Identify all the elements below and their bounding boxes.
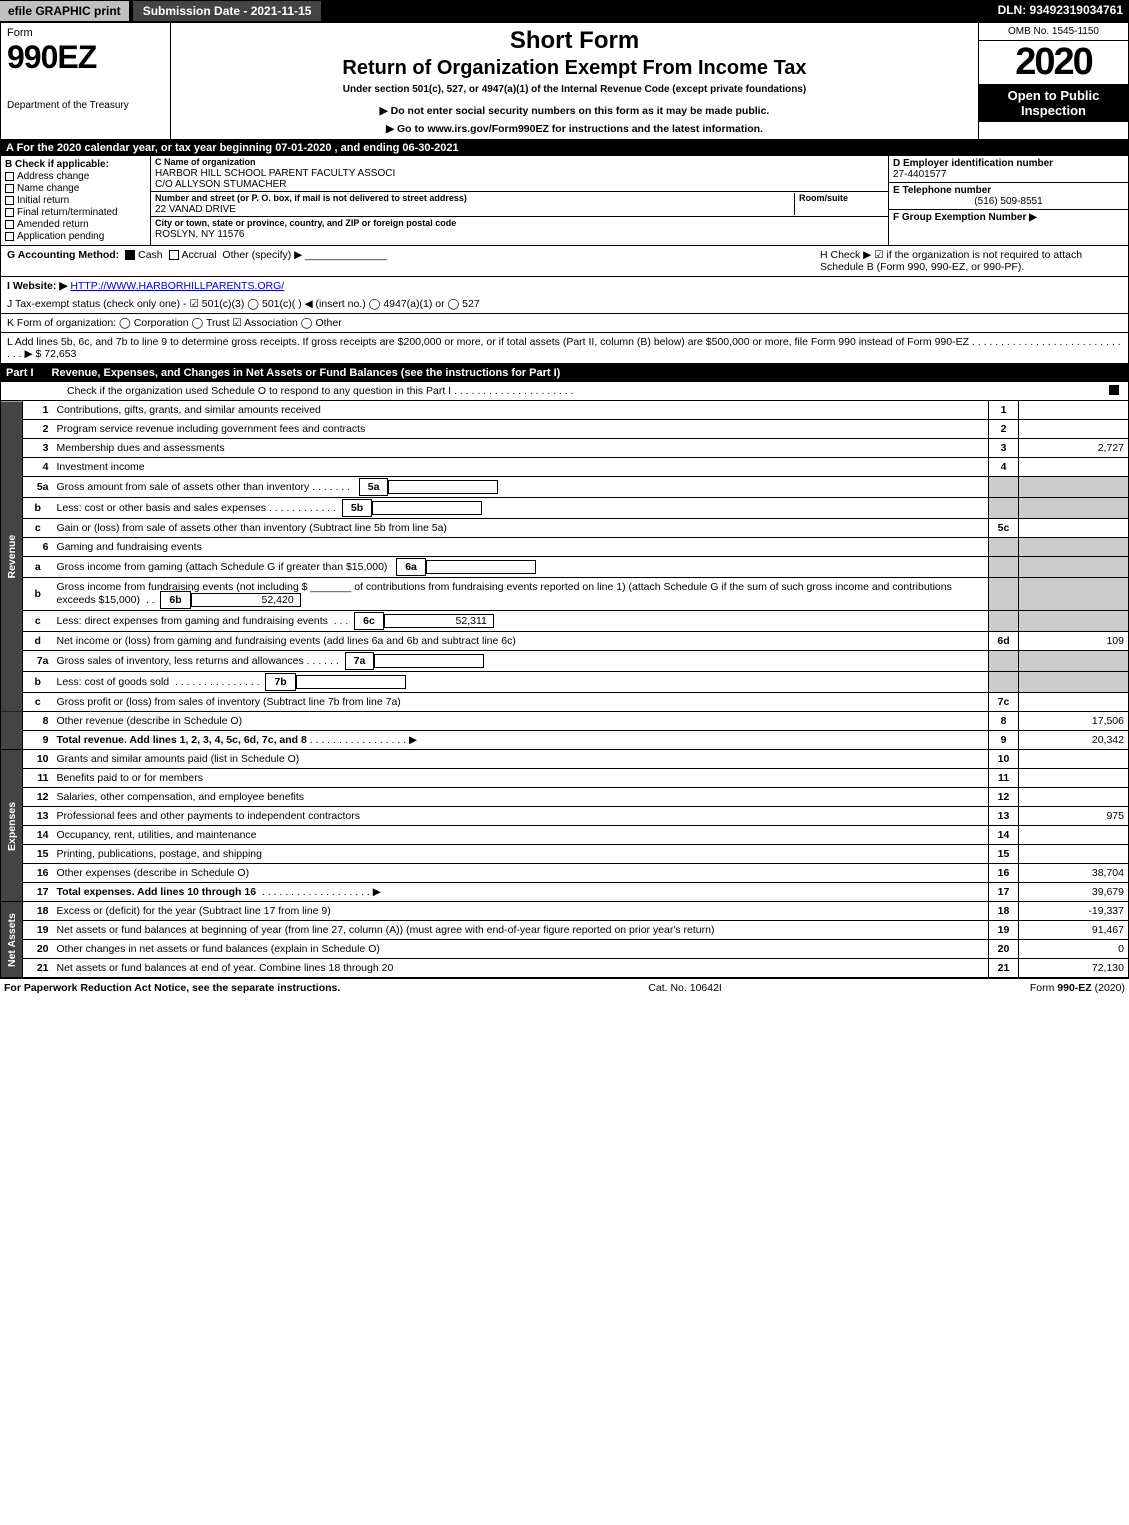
- open-to-public: Open to Public Inspection: [979, 84, 1128, 122]
- g-label: G Accounting Method:: [7, 249, 119, 261]
- row-5a: 5a Gross amount from sale of assets othe…: [1, 477, 1129, 498]
- efile-print-button[interactable]: efile GRAPHIC print: [0, 1, 129, 21]
- row-6: 6Gaming and fundraising events: [1, 538, 1129, 557]
- box-d-e-f: D Employer identification number 27-4401…: [888, 156, 1128, 245]
- c-street-label: Number and street (or P. O. box, if mail…: [155, 193, 467, 203]
- part-i-subtitle: Check if the organization used Schedule …: [7, 385, 574, 397]
- d-ein-value: 27-4401577: [893, 169, 946, 180]
- form-word: Form: [7, 27, 164, 39]
- line-l: L Add lines 5b, 6c, and 7b to line 9 to …: [0, 333, 1129, 364]
- box-b-title: B Check if applicable:: [5, 159, 146, 170]
- form-ref: Form 990-EZ (2020): [1030, 982, 1125, 994]
- go-to-link[interactable]: ▶ Go to www.irs.gov/Form990EZ for instru…: [181, 123, 968, 135]
- row-7c: cGross profit or (loss) from sales of in…: [1, 693, 1129, 712]
- row-2: 2Program service revenue including gover…: [1, 420, 1129, 439]
- chk-address-change[interactable]: Address change: [5, 171, 146, 182]
- i-label: I Website: ▶: [7, 280, 67, 292]
- return-title: Return of Organization Exempt From Incom…: [181, 57, 968, 80]
- line-j: J Tax-exempt status (check only one) - ☑…: [0, 295, 1129, 314]
- row-13: 13Professional fees and other payments t…: [1, 807, 1129, 826]
- footer: For Paperwork Reduction Act Notice, see …: [0, 978, 1129, 997]
- do-not-enter: ▶ Do not enter social security numbers o…: [181, 105, 968, 117]
- part-i-table: Revenue 1 Contributions, gifts, grants, …: [0, 401, 1129, 978]
- short-form-title: Short Form: [181, 27, 968, 55]
- topbar: efile GRAPHIC print Submission Date - 20…: [0, 0, 1129, 22]
- submission-date-badge: Submission Date - 2021-11-15: [133, 1, 322, 21]
- row-5b: b Less: cost or other basis and sales ex…: [1, 498, 1129, 519]
- line-h: H Check ▶ ☑ if the organization is not r…: [812, 249, 1122, 273]
- g-cash: Cash: [138, 249, 163, 261]
- part-i-label: Part I: [6, 367, 42, 379]
- row-18: Net Assets 18Excess or (deficit) for the…: [1, 902, 1129, 921]
- line-a-tax-year: A For the 2020 calendar year, or tax yea…: [0, 140, 1129, 156]
- org-city: ROSLYN, NY 11576: [155, 229, 245, 240]
- g-accrual-check[interactable]: [169, 250, 179, 260]
- f-group-label: F Group Exemption Number ▶: [893, 212, 1037, 223]
- cat-no: Cat. No. 10642I: [648, 982, 722, 994]
- e-phone-label: E Telephone number: [893, 185, 991, 196]
- dln-label: DLN: 93492319034761: [992, 0, 1129, 22]
- row-20: 20Other changes in net assets or fund ba…: [1, 940, 1129, 959]
- row-6a: a Gross income from gaming (attach Sched…: [1, 557, 1129, 578]
- dept-treasury: Department of the Treasury: [7, 100, 164, 111]
- row-4: 4Investment income 4: [1, 458, 1129, 477]
- part-i-header: Part I Revenue, Expenses, and Changes in…: [0, 364, 1129, 382]
- netassets-sidetab: Net Assets: [1, 902, 23, 978]
- org-name: HARBOR HILL SCHOOL PARENT FACULTY ASSOCI: [155, 168, 395, 179]
- paperwork-notice: For Paperwork Reduction Act Notice, see …: [4, 982, 340, 994]
- org-street: 22 VANAD DRIVE: [155, 204, 236, 215]
- row-14: 14Occupancy, rent, utilities, and mainte…: [1, 826, 1129, 845]
- box-b-through-f: B Check if applicable: Address change Na…: [0, 156, 1129, 246]
- chk-final-return[interactable]: Final return/terminated: [5, 207, 146, 218]
- form-header: Form 990EZ Department of the Treasury Sh…: [0, 22, 1129, 140]
- g-accrual: Accrual: [182, 249, 217, 261]
- chk-application-pending[interactable]: Application pending: [5, 231, 146, 242]
- row-15: 15Printing, publications, postage, and s…: [1, 845, 1129, 864]
- box-c: C Name of organization HARBOR HILL SCHOO…: [151, 156, 888, 245]
- chk-amended-return[interactable]: Amended return: [5, 219, 146, 230]
- row-10: Expenses 10Grants and similar amounts pa…: [1, 750, 1129, 769]
- row-5c: cGain or (loss) from sale of assets othe…: [1, 519, 1129, 538]
- omb-number: OMB No. 1545-1150: [979, 23, 1128, 41]
- part-i-schedule-o-check[interactable]: [1109, 385, 1119, 395]
- line-g-h: G Accounting Method: Cash Accrual Other …: [0, 246, 1129, 277]
- form-number: 990EZ: [7, 39, 164, 76]
- line-i: I Website: ▶ HTTP://WWW.HARBORHILLPARENT…: [0, 277, 1129, 295]
- row-3: 3Membership dues and assessments 32,727: [1, 439, 1129, 458]
- row-7a: 7a Gross sales of inventory, less return…: [1, 651, 1129, 672]
- box-b: B Check if applicable: Address change Na…: [1, 156, 151, 245]
- row-1: Revenue 1 Contributions, gifts, grants, …: [1, 401, 1129, 420]
- row-12: 12Salaries, other compensation, and empl…: [1, 788, 1129, 807]
- part-i-title: Revenue, Expenses, and Changes in Net As…: [52, 367, 561, 379]
- row-7b: b Less: cost of goods sold . . . . . . .…: [1, 672, 1129, 693]
- row-6d: dNet income or (loss) from gaming and fu…: [1, 632, 1129, 651]
- row-6b: b Gross income from fundraising events (…: [1, 578, 1129, 611]
- d-ein-label: D Employer identification number: [893, 158, 1053, 169]
- row-9: 9 Total revenue. Add lines 1, 2, 3, 4, 5…: [1, 731, 1129, 750]
- chk-initial-return[interactable]: Initial return: [5, 195, 146, 206]
- c-room-label: Room/suite: [799, 193, 848, 203]
- row-8: 8Other revenue (describe in Schedule O) …: [1, 712, 1129, 731]
- c-name-label: C Name of organization: [155, 157, 256, 167]
- revenue-sidetab: Revenue: [1, 401, 23, 712]
- row-6c: c Less: direct expenses from gaming and …: [1, 611, 1129, 632]
- website-link[interactable]: HTTP://WWW.HARBORHILLPARENTS.ORG/: [70, 280, 284, 292]
- row-19: 19Net assets or fund balances at beginni…: [1, 921, 1129, 940]
- part-i-subtitle-row: Check if the organization used Schedule …: [0, 382, 1129, 401]
- l-gross-receipts: 72,653: [44, 348, 76, 360]
- e-phone-value: (516) 509-8551: [893, 196, 1124, 207]
- row-16: 16Other expenses (describe in Schedule O…: [1, 864, 1129, 883]
- g-cash-check[interactable]: [125, 250, 135, 260]
- tax-year: 2020: [979, 41, 1128, 84]
- chk-name-change[interactable]: Name change: [5, 183, 146, 194]
- row-17: 17 Total expenses. Add lines 10 through …: [1, 883, 1129, 902]
- under-section: Under section 501(c), 527, or 4947(a)(1)…: [181, 84, 968, 95]
- row-21: 21Net assets or fund balances at end of …: [1, 959, 1129, 978]
- g-other: Other (specify) ▶: [222, 249, 302, 261]
- row-11: 11Benefits paid to or for members11: [1, 769, 1129, 788]
- expenses-sidetab: Expenses: [1, 750, 23, 902]
- org-co: C/O ALLYSON STUMACHER: [155, 179, 287, 190]
- line-k: K Form of organization: ◯ Corporation ◯ …: [0, 314, 1129, 333]
- c-city-label: City or town, state or province, country…: [155, 218, 456, 228]
